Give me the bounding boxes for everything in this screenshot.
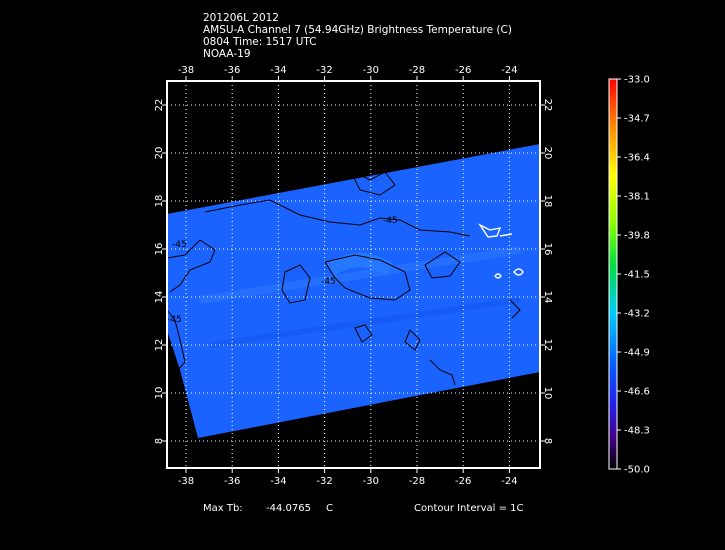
storm-id-title: 201206L 2012: [203, 12, 279, 24]
lat-tick-label-right: 22: [542, 99, 553, 112]
lon-tick-label-top: -26: [455, 65, 471, 76]
lon-tick-label-bottom: -26: [455, 476, 471, 487]
satellite-title: NOAA-19: [203, 48, 251, 60]
max-tb-value: -44.0765: [266, 503, 311, 514]
lon-tick-label-top: -38: [178, 65, 194, 76]
lon-tick-label-top: -34: [270, 65, 286, 76]
lat-tick-label-right: 12: [542, 339, 553, 352]
lat-tick-label-left: 10: [154, 387, 165, 400]
lat-tick-label-left: 18: [154, 195, 165, 208]
axis-labels: -38 -38 -36 -36 -34 -34 -32 -32 -30 -30 -28 -28 -26 -…: [154, 65, 553, 487]
lat-tick-label-left: 14: [154, 291, 165, 304]
contour-label: -45: [167, 315, 182, 325]
colorbar-label: -48.3: [624, 426, 650, 437]
max-tb-unit: C: [326, 503, 333, 514]
lat-tick-label-right: 18: [542, 195, 553, 208]
lat-tick-label-left: 20: [154, 147, 165, 160]
lon-tick-label-top: -24: [501, 65, 517, 76]
map-frame: [166, 80, 541, 469]
lat-tick-label-right: 10: [542, 387, 553, 400]
max-tb-label: Max Tb:: [203, 503, 243, 514]
lon-tick-label-top: -36: [224, 65, 240, 76]
colorbar-label: -33.0: [624, 75, 650, 86]
colorbar-label: -41.5: [624, 270, 650, 281]
lon-tick-label-bottom: -24: [501, 476, 517, 487]
lon-tick-label-bottom: -36: [224, 476, 240, 487]
lon-tick-label-bottom: -30: [363, 476, 379, 487]
lat-tick-label-left: 16: [154, 243, 165, 256]
lat-tick-label-left: 8: [154, 438, 165, 444]
contour-label: -45: [383, 216, 398, 226]
lon-tick-label-bottom: -32: [316, 476, 332, 487]
lat-tick-label-right: 16: [542, 243, 553, 256]
colorbar-label: -34.7: [624, 114, 650, 125]
colorbar-label: -39.8: [624, 231, 650, 242]
lon-tick-label-bottom: -34: [270, 476, 286, 487]
contour-label: -45: [321, 277, 336, 287]
colorbar-label: -46.6: [624, 387, 650, 398]
colorbar-label: -36.4: [624, 153, 650, 164]
lat-tick-label-right: 20: [542, 147, 553, 160]
time-title: 0804 Time: 1517 UTC: [203, 36, 317, 48]
lat-tick-label-left: 22: [154, 99, 165, 112]
colorbar-label: -43.2: [624, 309, 650, 320]
contour-interval: Contour Interval = 1C: [414, 503, 524, 514]
colorbar-ramp: [608, 78, 618, 470]
warm-contours: [477, 223, 524, 279]
lon-tick-label-bottom: -28: [409, 476, 425, 487]
lon-tick-label-bottom: -38: [178, 476, 194, 487]
lon-tick-label-top: -32: [316, 65, 332, 76]
lat-tick-label-left: 12: [154, 339, 165, 352]
lat-tick-label-right: 8: [542, 438, 553, 444]
lat-tick-label-right: 14: [542, 291, 553, 304]
colorbar-label: -50.0: [624, 465, 650, 476]
lon-tick-label-top: -30: [363, 65, 379, 76]
colorbar-label: -44.9: [624, 348, 650, 359]
colorbar-label: -38.1: [624, 192, 650, 203]
channel-title: AMSU-A Channel 7 (54.94GHz) Brightness T…: [203, 24, 512, 36]
colorbar: -33.0 -34.7 -36.4 -38.1 -39.8 -41.5 -43.2 -44.9…: [608, 75, 650, 476]
lon-tick-label-top: -28: [409, 65, 425, 76]
contour-label: -45: [172, 240, 187, 250]
contour-lines: [167, 168, 521, 386]
